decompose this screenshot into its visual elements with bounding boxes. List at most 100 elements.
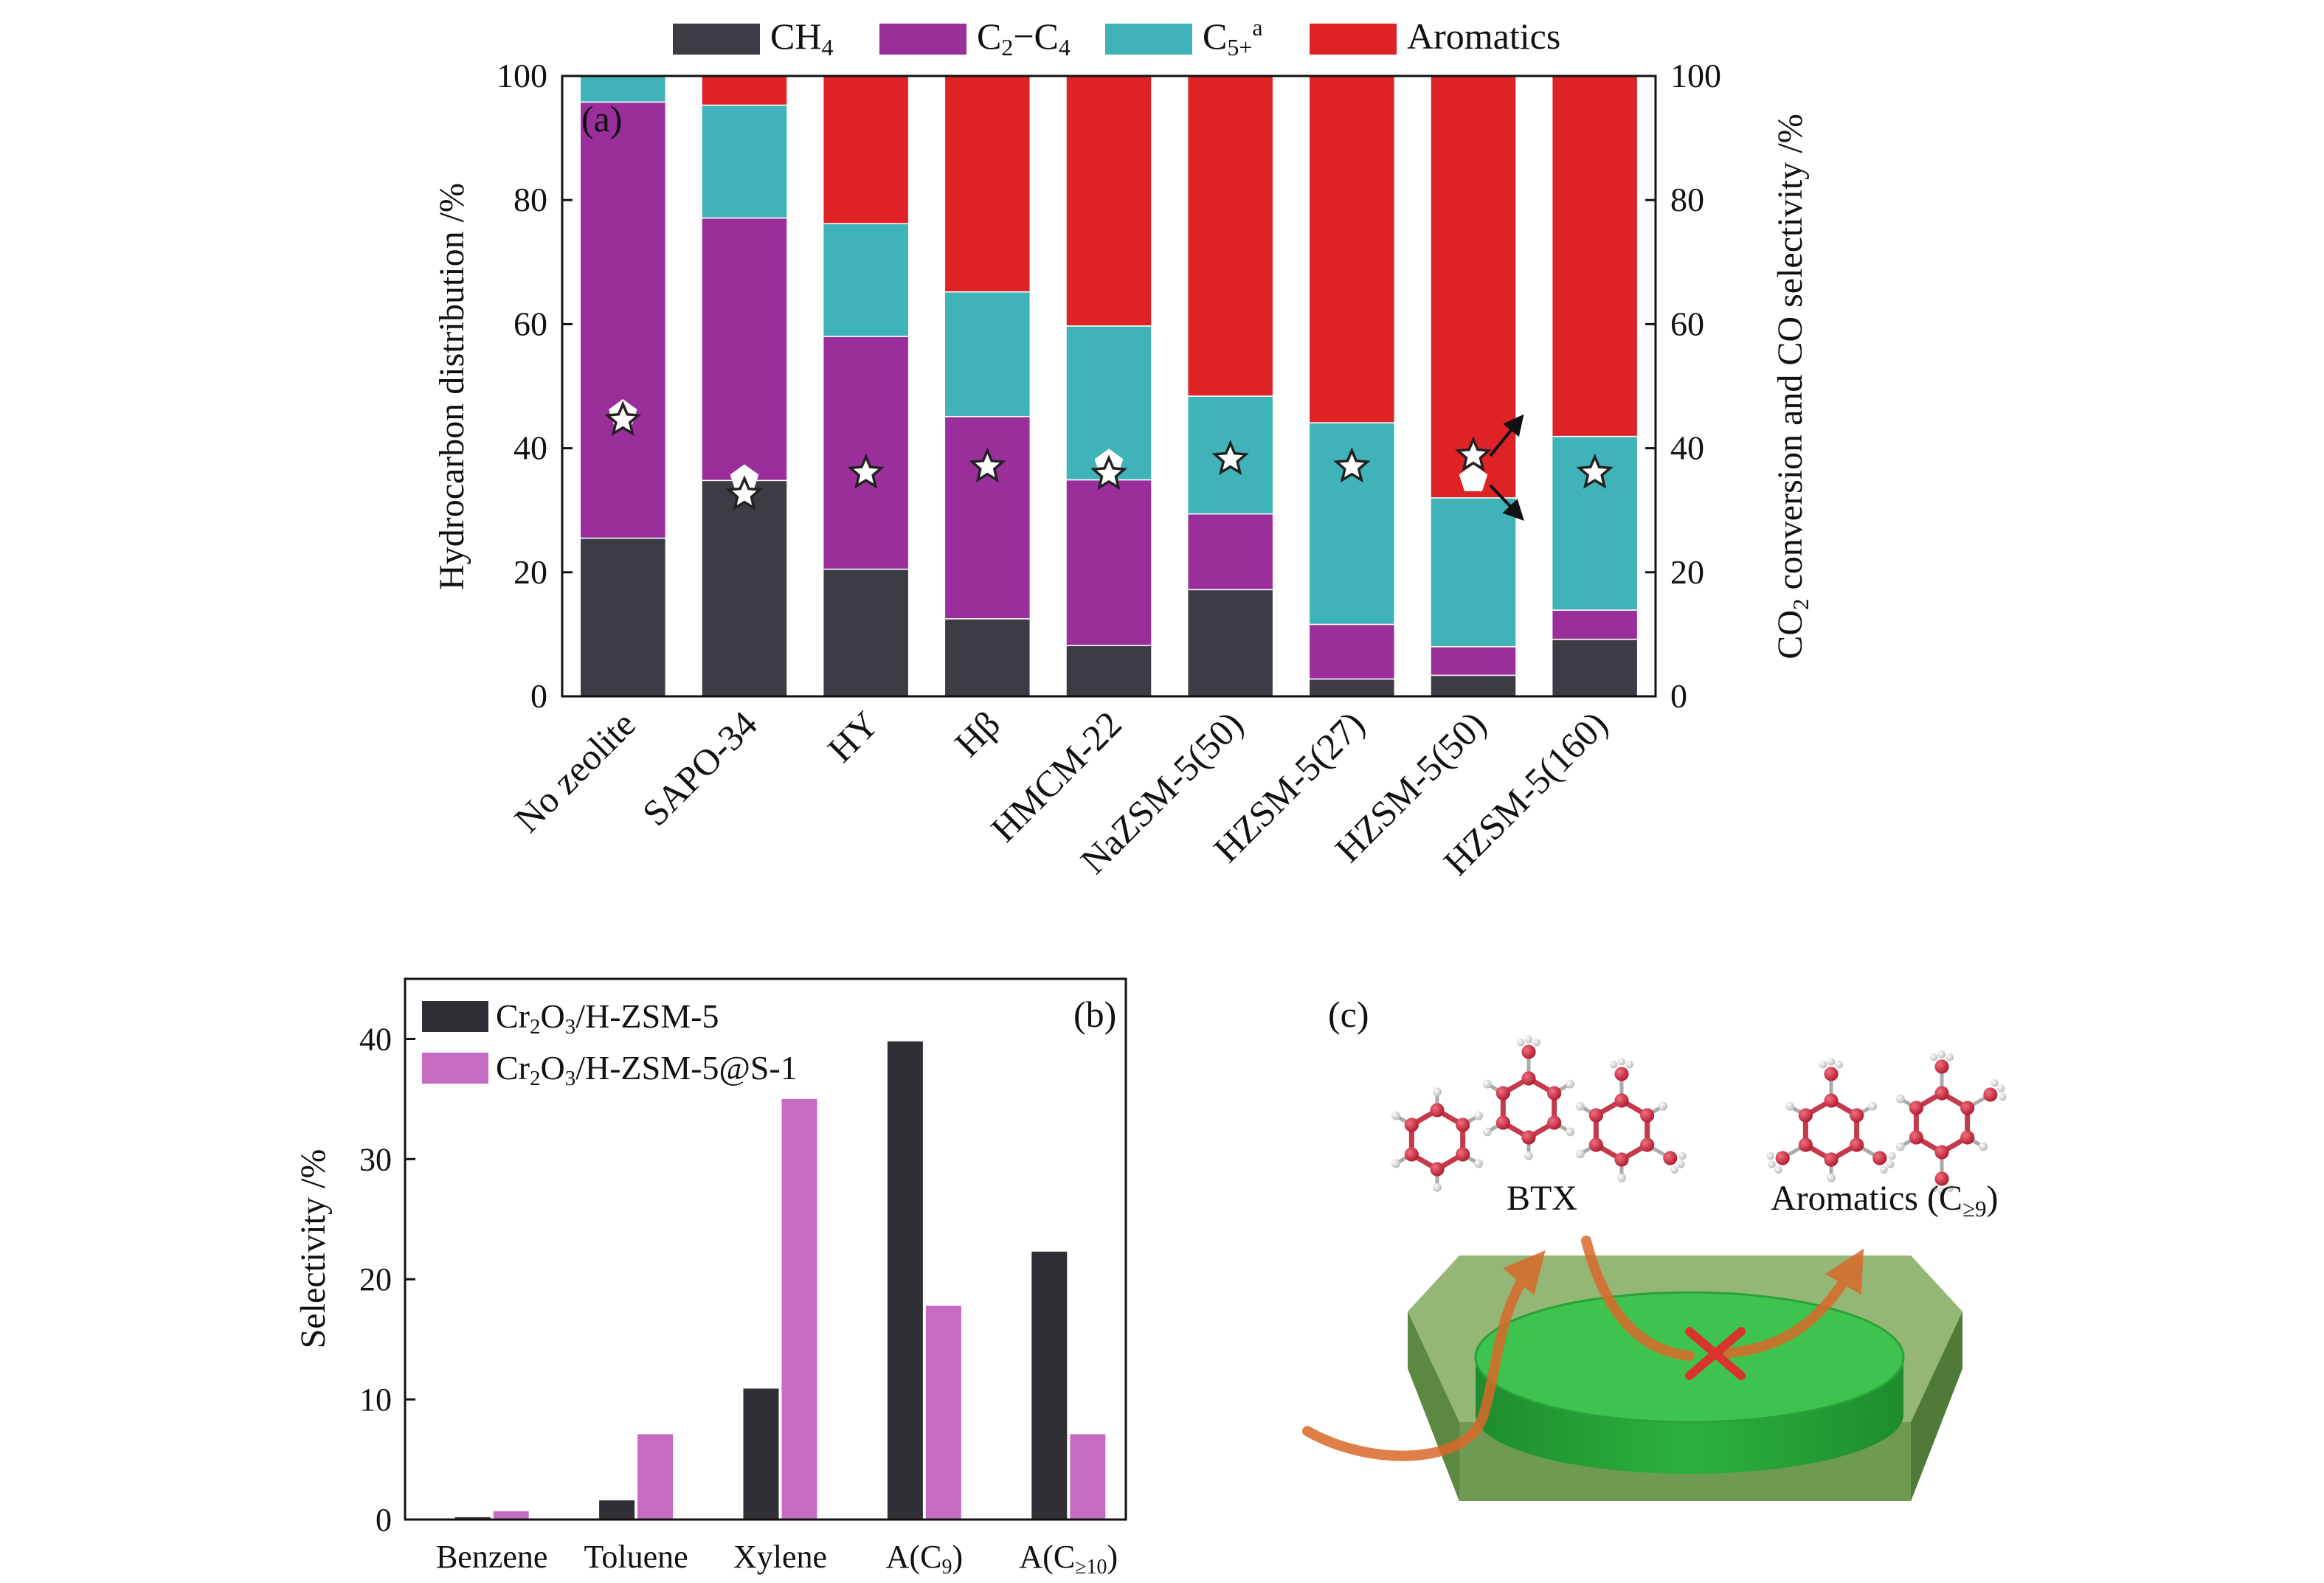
molecule	[1766, 1058, 1896, 1182]
bar-ch4	[701, 479, 788, 697]
chart-b-panel-label: (b)	[1073, 994, 1116, 1035]
chart-a-bars	[579, 75, 1639, 697]
co2-conversion-marker	[1576, 453, 1614, 489]
bar-aromatics	[1186, 75, 1274, 397]
b-legend-swatch	[422, 1001, 488, 1032]
btx-molecules	[1391, 1036, 1687, 1192]
bar-c5	[579, 75, 667, 103]
y2-tick-label: 40	[1670, 429, 1704, 467]
bar-b_series2	[781, 1098, 817, 1520]
legend-label-c5: C5+a	[1203, 14, 1263, 60]
bar-ch4	[1430, 674, 1517, 697]
bar-c5	[701, 104, 788, 219]
y-tick-label: 40	[513, 429, 547, 467]
b-category-label: A(C≥10)	[1019, 1539, 1118, 1579]
bar-c2c4	[822, 336, 910, 570]
bar-c2c4	[1430, 645, 1517, 676]
b-category-label: Benzene	[436, 1539, 547, 1575]
y2-tick-label: 20	[1670, 553, 1704, 591]
diffusion-arrows	[1302, 1236, 1864, 1461]
b-y-tick-label: 10	[359, 1382, 392, 1418]
bar-c5	[822, 223, 910, 337]
co2-conversion-marker	[969, 447, 1006, 483]
chart-b-legend: Cr2O3/H-ZSM-5 Cr2O3/H-ZSM-5@S-1	[422, 997, 798, 1090]
legend-label-ch4: CH4	[770, 15, 833, 60]
b-legend-swatch	[422, 1053, 488, 1084]
y2-tick-label: 0	[1670, 677, 1687, 715]
chart-a-legend: CH4 C2−C4 C5+a Aromatics	[673, 14, 1560, 60]
diagram-c-panel-label: (c)	[1328, 994, 1369, 1035]
bar-aromatics	[822, 75, 910, 224]
b-legend-label: Cr2O3/H-ZSM-5@S-1	[496, 1049, 798, 1090]
bar-c2c4	[701, 217, 788, 482]
bar-b_series2	[1070, 1434, 1106, 1520]
legend-label-aromatics: Aromatics	[1407, 15, 1560, 57]
y-tick-label: 80	[513, 181, 547, 218]
co2-conversion-marker	[1333, 447, 1371, 483]
y-tick-label: 60	[513, 305, 547, 342]
bar-ch4	[579, 537, 667, 697]
diagram-c: (c) BTX Aromatics (C≥9)	[1302, 994, 2007, 1501]
blocked-cross-icon	[1685, 1327, 1746, 1380]
chart-a-y2-axis-title: CO2 conversion and CO selectivity /%	[1771, 114, 1813, 659]
b-y-tick-label: 40	[359, 1021, 392, 1057]
co2-conversion-marker	[1454, 436, 1493, 472]
bar-c2c4	[1551, 609, 1639, 640]
co2-conversion-marker	[725, 475, 764, 511]
chart-a-frame	[561, 75, 1657, 698]
chart-b-category-labels: Benzene Toluene Xylene A(C9) A(C≥10)	[436, 1539, 1118, 1579]
bar-b_series1	[599, 1500, 635, 1520]
bar-c5	[1430, 497, 1517, 648]
bar-b_series2	[637, 1434, 674, 1520]
chart-a-left-ticks: 0 20 40 60 80 100	[497, 57, 573, 715]
bar-c2c4	[944, 415, 1031, 620]
bar-c2c4	[1186, 513, 1274, 591]
co2-conversion-marker	[847, 453, 885, 489]
c9-aromatic-molecules	[1766, 1050, 2007, 1196]
bar-b_series1	[743, 1388, 779, 1520]
category-label: No zeolite	[506, 703, 643, 840]
y2-tick-label: 80	[1670, 181, 1704, 218]
shell-core	[1474, 1291, 1905, 1474]
bar-aromatics	[1430, 75, 1517, 499]
bar-aromatics	[1551, 75, 1639, 437]
molecule	[1482, 1036, 1575, 1160]
legend-swatch-ch4	[673, 24, 760, 55]
legend-swatch-c5	[1105, 24, 1192, 55]
bar-aromatics	[701, 75, 788, 106]
chart-b: 0 10 20 30 40 Benzene Toluene Xylene A(C9) A(C≥1…	[294, 977, 1127, 1579]
co2-conversion-marker	[1211, 440, 1249, 476]
bar-b_series2	[493, 1511, 529, 1520]
co-selectivity-marker	[1459, 464, 1488, 491]
y2-tick-label: 60	[1670, 305, 1704, 342]
chart-a-y-axis-title: Hydrocarbon distribution /%	[432, 183, 471, 590]
category-label: SAPO-34	[634, 703, 765, 834]
aromatics-c9-label: Aromatics (C≥9)	[1771, 1179, 1998, 1222]
bar-c2c4	[1308, 623, 1396, 680]
chart-b-bars	[454, 1041, 1106, 1520]
bar-c2c4	[1065, 479, 1152, 646]
bar-ch4	[822, 568, 910, 697]
category-label: HY	[820, 703, 887, 770]
b-category-label: A(C9)	[886, 1539, 963, 1579]
b-category-label: Xylene	[733, 1539, 827, 1575]
b-y-tick-label: 0	[376, 1502, 392, 1538]
bar-ch4	[944, 618, 1031, 697]
bar-aromatics	[1308, 75, 1396, 423]
bar-b_series1	[454, 1517, 491, 1520]
y-tick-label: 100	[497, 57, 547, 94]
chart-a-markers	[604, 399, 1614, 511]
bar-ch4	[1065, 645, 1152, 697]
chart-a: CH4 C2−C4 C5+a Aromatics 0 20 40 60 80 100 0 20 40…	[432, 14, 1813, 883]
legend-label-c2c4: C2−C4	[977, 15, 1071, 60]
chart-b-frame	[404, 977, 1127, 1521]
bar-ch4	[1308, 678, 1396, 697]
bar-c2c4	[579, 101, 667, 539]
molecule	[1895, 1050, 2007, 1196]
y2-tick-label: 100	[1670, 57, 1721, 94]
y-tick-label: 0	[530, 677, 547, 715]
chart-a-panel-label: (a)	[581, 98, 623, 139]
bar-ch4	[1551, 638, 1639, 697]
